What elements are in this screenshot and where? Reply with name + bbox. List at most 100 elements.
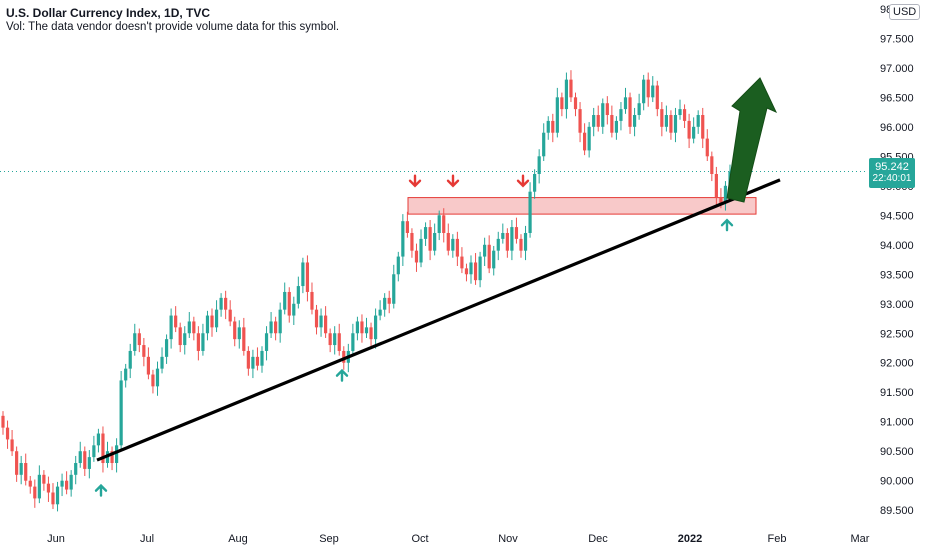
candle-body <box>314 309 319 328</box>
time-axis[interactable]: Jun Jul Aug Sep Oct Nov Dec 2022 Feb Mar <box>47 533 870 545</box>
candle <box>596 105 600 132</box>
volume-note: Vol: The data vendor doesn't provide vol… <box>6 21 340 33</box>
candle-body <box>583 132 587 151</box>
candle-body <box>501 232 505 239</box>
candle-body <box>342 350 346 363</box>
candle <box>260 346 264 373</box>
candle-body <box>278 309 282 334</box>
candle <box>133 323 137 356</box>
candle <box>632 107 637 137</box>
candle-body <box>519 238 523 251</box>
candle-body <box>251 356 255 369</box>
candle <box>410 228 414 258</box>
bullish-arrow-icon <box>726 77 778 203</box>
candle <box>546 116 550 140</box>
candle-body <box>419 238 423 263</box>
candle-body <box>210 315 214 328</box>
candle <box>696 110 700 134</box>
candle-body <box>214 309 219 328</box>
candle-body <box>710 156 714 174</box>
candle <box>196 326 200 361</box>
x-tick-label: Mar <box>851 533 870 545</box>
candle-body <box>78 451 82 464</box>
candle <box>174 306 178 333</box>
candle-body <box>660 109 664 127</box>
candle <box>528 182 532 238</box>
candle <box>146 347 150 380</box>
candle <box>392 264 396 309</box>
candle-body <box>69 474 73 490</box>
candle <box>551 113 555 143</box>
candle <box>37 465 41 504</box>
candle <box>569 70 573 103</box>
candle <box>305 255 310 302</box>
candle <box>660 102 664 137</box>
candle-body <box>623 97 628 110</box>
up-arrow-icon <box>335 368 349 382</box>
currency-badge[interactable]: USD <box>889 4 921 20</box>
candle-body <box>5 427 10 440</box>
candle <box>501 223 505 244</box>
candle-body <box>514 227 519 239</box>
candle <box>682 104 687 128</box>
candle-body <box>19 463 23 475</box>
candle <box>19 455 23 485</box>
candle-body <box>196 333 200 351</box>
candle-body <box>387 297 391 304</box>
candle <box>455 231 459 267</box>
candle <box>74 455 78 485</box>
y-tick-label: 93.500 <box>880 269 914 281</box>
candle-body <box>560 97 564 110</box>
candle-body <box>128 350 132 369</box>
candle <box>419 229 423 268</box>
candle <box>710 151 714 182</box>
candle <box>460 247 464 274</box>
candle-body <box>55 486 60 505</box>
candle-body <box>401 221 405 257</box>
x-tick-label: Dec <box>588 533 608 545</box>
candle-body <box>592 115 596 127</box>
candle-body <box>24 463 28 481</box>
candle-body <box>596 115 600 127</box>
candle-body <box>264 333 269 351</box>
candle <box>142 337 146 367</box>
candle-body <box>664 115 668 127</box>
candle-body <box>673 115 678 133</box>
candle <box>360 314 364 343</box>
y-tick-label: 90.500 <box>880 446 914 458</box>
candle <box>601 98 605 134</box>
candle <box>396 251 400 282</box>
x-tick-label: Sep <box>319 533 339 545</box>
x-tick-label: Aug <box>228 533 248 545</box>
candle-body <box>523 232 528 251</box>
y-tick-label: 91.000 <box>880 417 914 429</box>
candle <box>210 308 214 337</box>
candle-body <box>605 103 609 116</box>
candle <box>651 76 655 103</box>
price-axis[interactable]: 89.500 90.000 90.500 91.000 91.500 92.000 92.5… <box>880 4 914 517</box>
candle <box>214 300 219 333</box>
candle-body <box>110 451 114 464</box>
candle <box>264 326 269 361</box>
candle <box>705 129 709 162</box>
candle <box>637 93 641 120</box>
candle <box>24 453 28 486</box>
symbol-title[interactable]: U.S. Dollar Currency Index, 1D, TVC <box>6 6 211 20</box>
candle <box>242 317 246 356</box>
candle <box>560 92 564 117</box>
candle-body <box>719 197 723 204</box>
candle-body <box>242 327 246 351</box>
candle <box>110 446 114 471</box>
candle-body <box>396 256 400 275</box>
candle-body <box>428 227 432 251</box>
candle-body <box>155 368 160 387</box>
candle-body <box>682 109 687 121</box>
candle <box>614 116 619 140</box>
candle-body <box>360 321 364 334</box>
candle-body <box>469 262 473 275</box>
candle-body <box>632 115 637 127</box>
candle <box>378 300 382 321</box>
candle-body <box>651 85 655 98</box>
x-tick-label: Jun <box>47 533 65 545</box>
